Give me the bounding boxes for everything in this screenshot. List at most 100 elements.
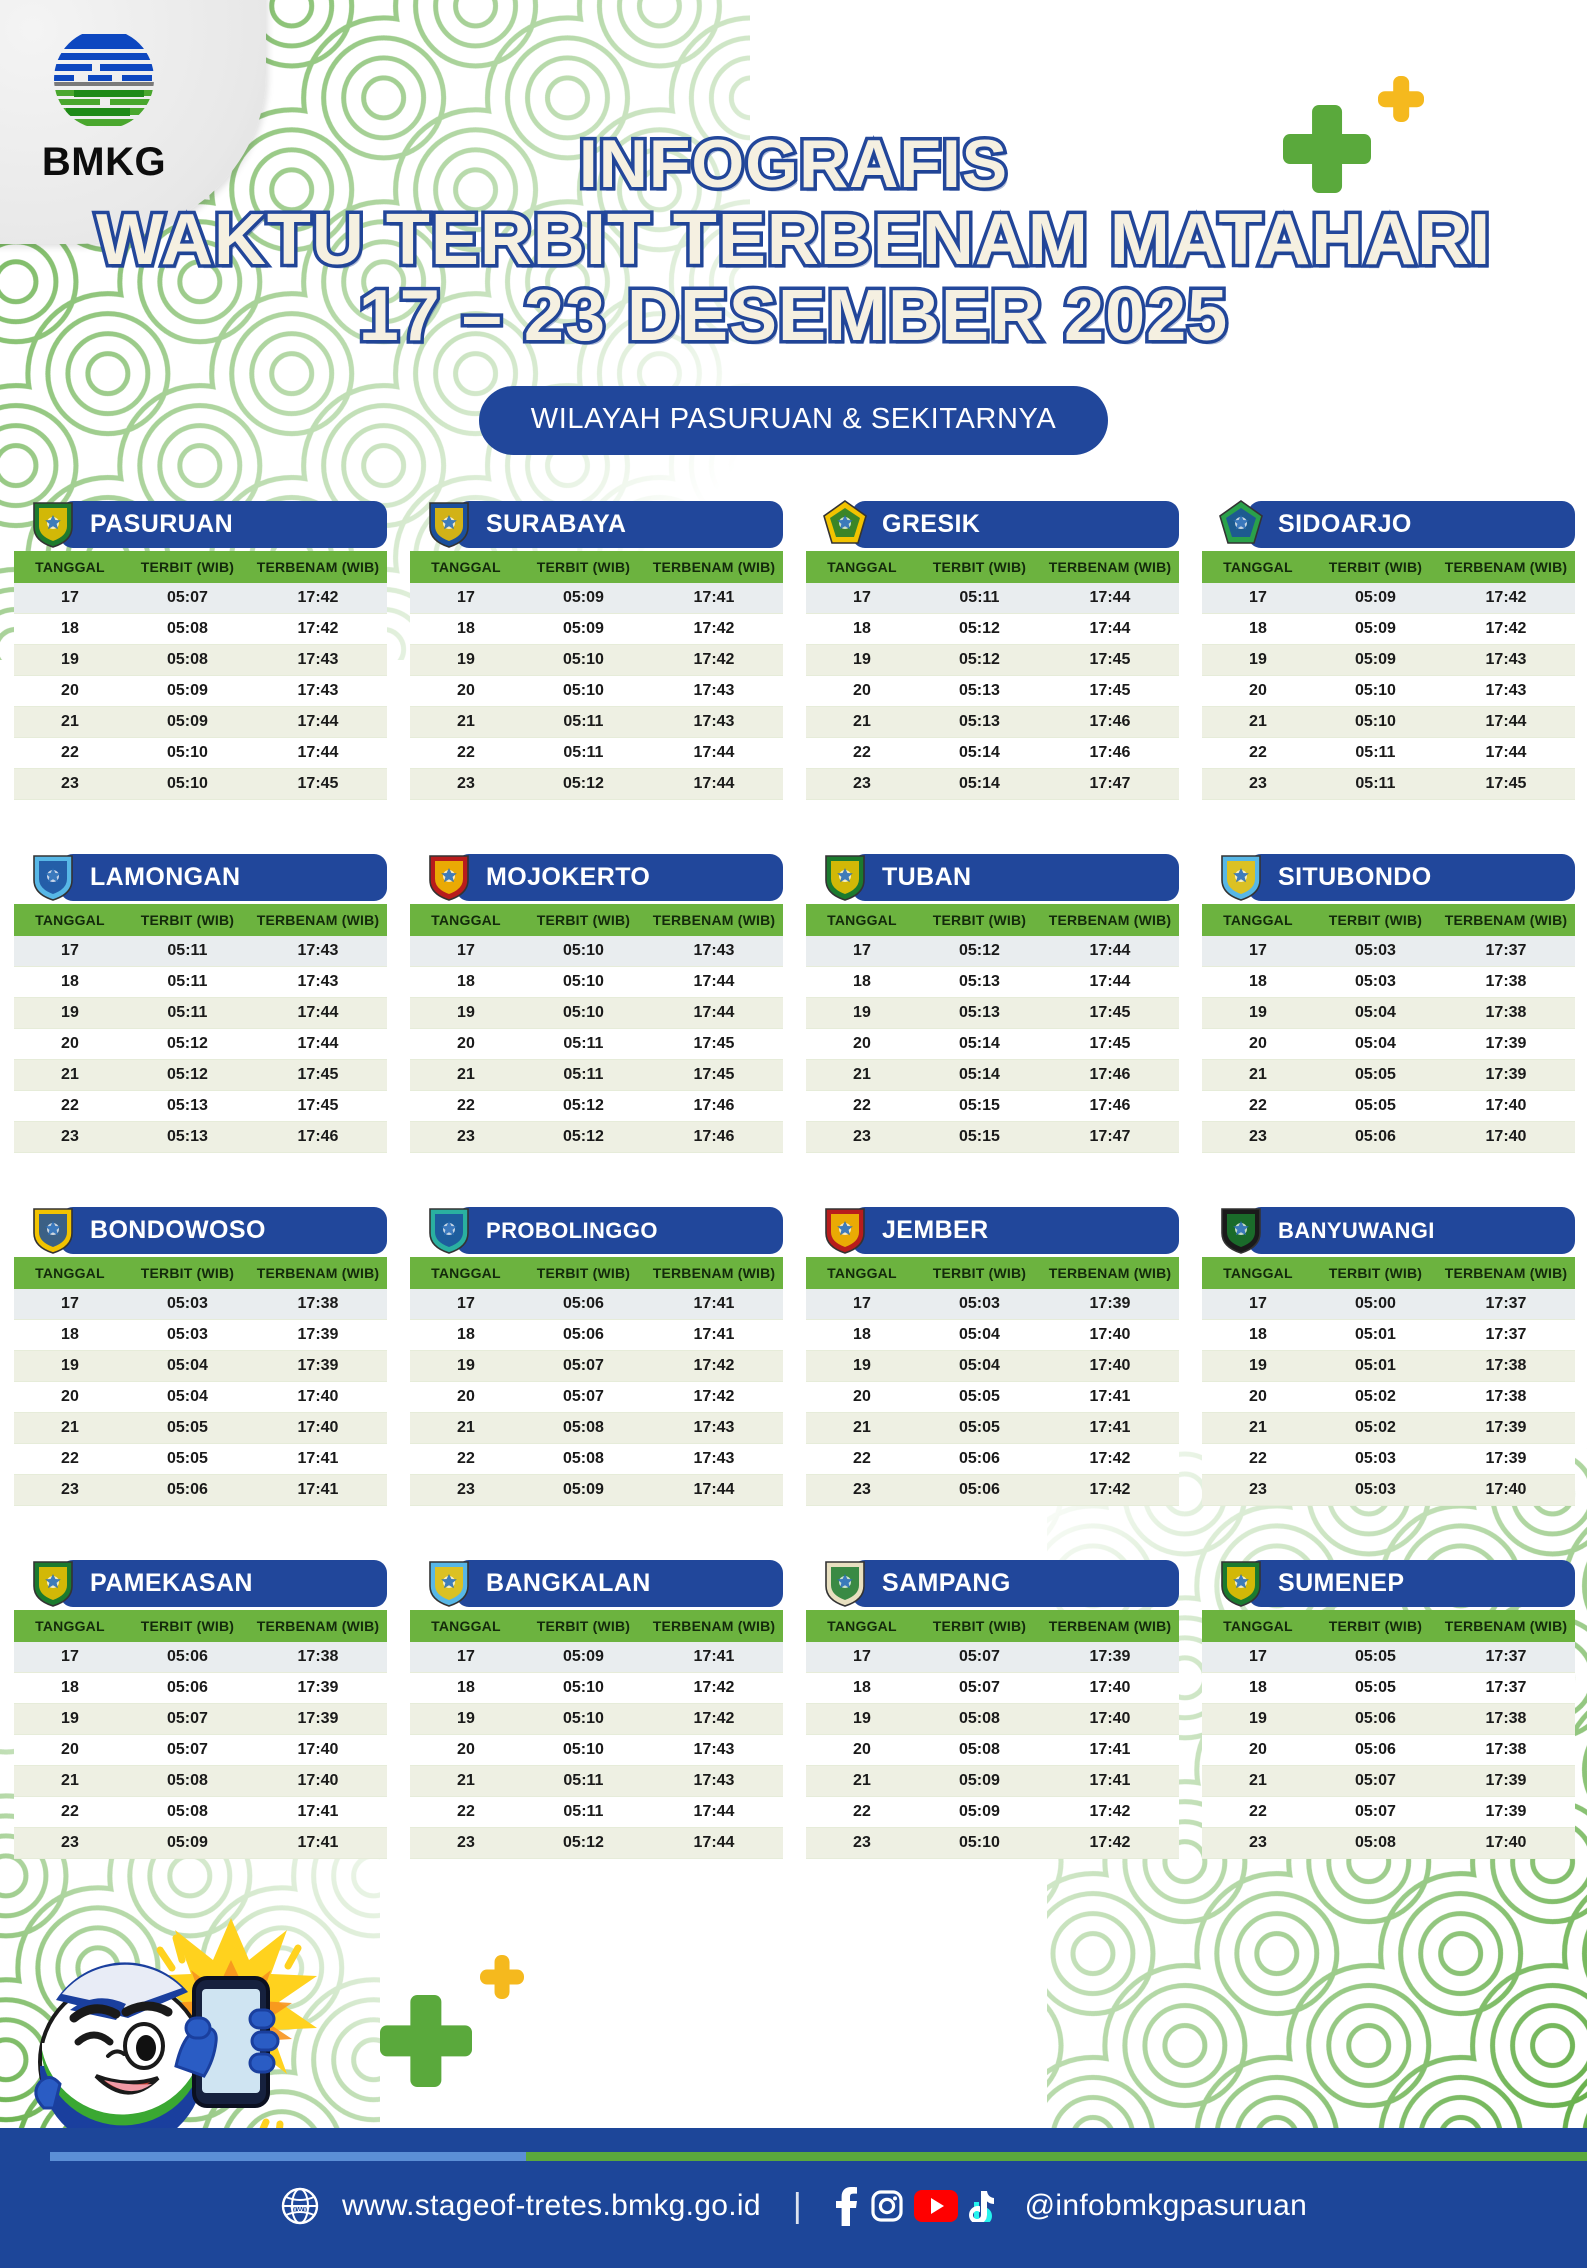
table-row: 19 05:09 17:43 [1202,644,1575,676]
cell-sunset: 17:44 [248,706,387,738]
cell-date: 19 [410,1703,522,1735]
city-card: GRESIK TANGGAL TERBIT (WIB) TERBENAM (WIB) 1… [806,499,1179,800]
cell-sunset: 17:46 [1040,1090,1179,1122]
cell-sunset: 17:41 [644,583,783,614]
cell-sunrise: 05:07 [1313,1796,1437,1828]
table-row: 18 05:09 17:42 [410,613,783,645]
sun-times-table: TANGGAL TERBIT (WIB) TERBENAM (WIB) 17 05:06… [410,1257,783,1506]
cell-sunrise: 05:13 [125,1121,249,1153]
divider-green-segment [526,2152,1587,2161]
table-row: 20 05:02 17:38 [1202,1381,1575,1413]
cell-sunrise: 05:11 [1313,768,1437,800]
cell-date: 23 [1202,1474,1314,1506]
cell-sunset: 17:44 [644,1474,783,1506]
youtube-icon[interactable] [913,2190,958,2222]
table-row: 17 05:05 17:37 [1202,1642,1575,1673]
city-name-pill: BONDOWOSO [60,1206,387,1254]
city-card-header: PAMEKASAN [30,1558,387,1608]
column-header: TERBENAM (WIB) [248,904,387,936]
table-row: 19 05:06 17:38 [1202,1703,1575,1735]
table-row: 17 05:09 17:42 [1202,583,1575,614]
column-header: TERBENAM (WIB) [644,551,783,583]
table-row: 20 05:10 17:43 [1202,675,1575,707]
cell-sunset: 17:43 [644,706,783,738]
city-card-header: SUMENEP [1218,1558,1575,1608]
website-url[interactable]: www.stageof-tretes.bmkg.go.id [341,2189,761,2222]
cell-date: 17 [410,1289,522,1320]
cell-sunrise: 05:10 [521,1703,645,1735]
cell-sunset: 17:44 [1040,936,1179,967]
table-row: 19 05:08 17:40 [806,1703,1179,1735]
table-row: 19 05:07 17:39 [14,1703,387,1735]
cell-sunset: 17:40 [1436,1474,1575,1506]
cell-sunrise: 05:06 [1313,1121,1437,1153]
cell-sunrise: 05:14 [917,768,1041,800]
cell-sunrise: 05:03 [1313,1443,1437,1475]
table-row: 21 05:07 17:39 [1202,1765,1575,1797]
cell-date: 21 [410,706,522,738]
city-card: JEMBER TANGGAL TERBIT (WIB) TERBENAM (WIB) 1… [806,1205,1179,1506]
cell-sunrise: 05:06 [917,1474,1041,1506]
social-handle[interactable]: @infobmkgpasuruan [1024,2189,1308,2222]
mascot-arm-left [34,2076,62,2110]
city-card-header: PASURUAN [30,499,387,549]
cell-sunset: 17:44 [1436,737,1575,769]
bondowoso-emblem-icon [30,1205,76,1255]
cell-date: 23 [806,1474,918,1506]
cell-date: 19 [806,644,918,676]
city-card: SURABAYA TANGGAL TERBIT (WIB) TERBENAM (WIB… [410,499,783,800]
cell-sunrise: 05:07 [125,1703,249,1735]
city-card: BONDOWOSO TANGGAL TERBIT (WIB) TERBENAM (WI… [14,1205,387,1506]
city-name-pill: SURABAYA [456,500,783,548]
cell-sunset: 17:45 [1436,768,1575,800]
instagram-icon[interactable] [871,2190,903,2222]
footer-separator: | [792,2186,802,2225]
table-row: 19 05:10 17:42 [410,1703,783,1735]
cell-date: 18 [1202,1319,1314,1351]
table-row: 23 05:03 17:40 [1202,1474,1575,1506]
sun-times-table: TANGGAL TERBIT (WIB) TERBENAM (WIB) 17 05:09… [410,1610,783,1859]
cell-sunset: 17:46 [1040,1059,1179,1091]
table-row: 20 05:04 17:39 [1202,1028,1575,1060]
table-row: 23 05:15 17:47 [806,1121,1179,1153]
cell-sunset: 17:42 [644,1703,783,1735]
cell-sunset: 17:39 [1436,1028,1575,1060]
cell-sunset: 17:37 [1436,1672,1575,1704]
table-row: 23 05:08 17:40 [1202,1827,1575,1859]
table-row: 23 05:10 17:45 [14,768,387,800]
cell-date: 20 [14,1734,126,1766]
cell-sunset: 17:43 [644,1443,783,1475]
cell-sunset: 17:38 [1436,966,1575,998]
cell-sunrise: 05:03 [125,1319,249,1351]
cell-date: 17 [1202,1289,1314,1320]
cell-sunset: 17:44 [248,1028,387,1060]
cell-sunrise: 05:12 [125,1028,249,1060]
cell-sunrise: 05:06 [1313,1734,1437,1766]
cell-date: 17 [410,583,522,614]
cell-sunset: 17:39 [248,1672,387,1704]
city-name-pill: MOJOKERTO [456,853,783,901]
city-card-header: SITUBONDO [1218,852,1575,902]
tuban-emblem-icon [822,852,868,902]
tiktok-icon[interactable] [968,2190,997,2222]
plus-decoration-green-bottom [380,1995,472,2087]
cell-sunrise: 05:11 [1313,737,1437,769]
cell-sunrise: 05:08 [1313,1827,1437,1859]
cell-date: 20 [14,1028,126,1060]
cell-date: 20 [1202,1028,1314,1060]
cell-sunrise: 05:07 [917,1672,1041,1704]
cell-date: 19 [410,644,522,676]
cell-date: 21 [410,1412,522,1444]
cell-date: 19 [14,1703,126,1735]
table-row: 23 05:14 17:47 [806,768,1179,800]
cell-sunset: 17:45 [248,768,387,800]
cell-date: 20 [806,1734,918,1766]
cell-sunrise: 05:13 [917,675,1041,707]
cell-sunset: 17:39 [1436,1765,1575,1797]
column-header: TERBIT (WIB) [125,1257,249,1289]
table-header-row: TANGGAL TERBIT (WIB) TERBENAM (WIB) [14,1610,387,1642]
cell-date: 22 [410,1796,522,1828]
cell-sunrise: 05:08 [125,644,249,676]
facebook-icon[interactable] [834,2186,860,2226]
city-name-pill: PASURUAN [60,500,387,548]
